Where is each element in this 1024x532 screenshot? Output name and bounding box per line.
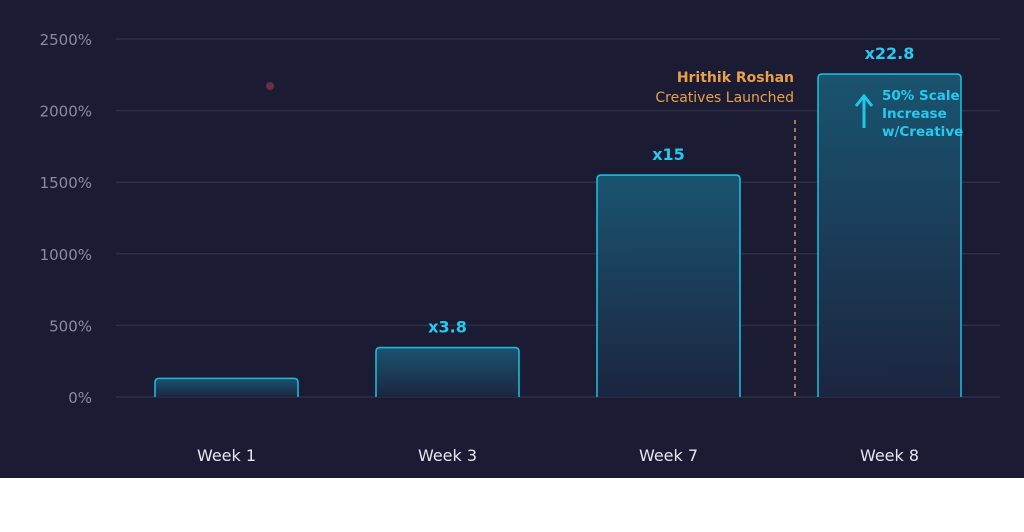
bar-chart: 0% 500% 1000% 1500% 2000% 2500% Week 1 Week 3 x3… — [40, 31, 1000, 465]
bar — [597, 175, 740, 397]
bar-value-label: x15 — [652, 145, 685, 164]
bar-note-line-1: 50% Scale — [882, 88, 960, 104]
y-tick-label: 2000% — [40, 103, 92, 121]
chart-container: 0% 500% 1000% 1500% 2000% 2500% Week 1 Week 3 x3… — [0, 0, 1024, 478]
x-tick-label: Week 7 — [639, 446, 698, 465]
x-tick-label: Week 8 — [860, 446, 919, 465]
x-tick-label: Week 3 — [418, 446, 477, 465]
bar — [818, 74, 961, 398]
y-tick-label: 2500% — [40, 31, 92, 49]
y-tick-label: 0% — [68, 389, 92, 407]
bar-outline — [596, 174, 741, 397]
bar-outline — [817, 73, 962, 397]
event-title: Hrithik Roshan — [677, 70, 794, 86]
arrow-up-icon — [854, 93, 874, 128]
x-tick-label: Week 1 — [197, 446, 256, 465]
y-tick-label: 1500% — [40, 174, 92, 192]
y-tick-label: 1000% — [40, 246, 92, 264]
bar-note-line-2: Increase — [882, 106, 947, 122]
bar-value-label: x3.8 — [428, 318, 467, 337]
bar-outline — [375, 346, 520, 397]
bar — [376, 347, 519, 397]
y-tick-label: 500% — [49, 317, 92, 335]
bar-outline — [154, 377, 299, 397]
bar-note-line-3: w/Creative — [882, 124, 963, 140]
event-subtitle: Creatives Launched — [655, 90, 794, 106]
bar-value-label: x22.8 — [865, 44, 915, 63]
stray-dot — [266, 82, 274, 90]
bar — [155, 378, 298, 397]
